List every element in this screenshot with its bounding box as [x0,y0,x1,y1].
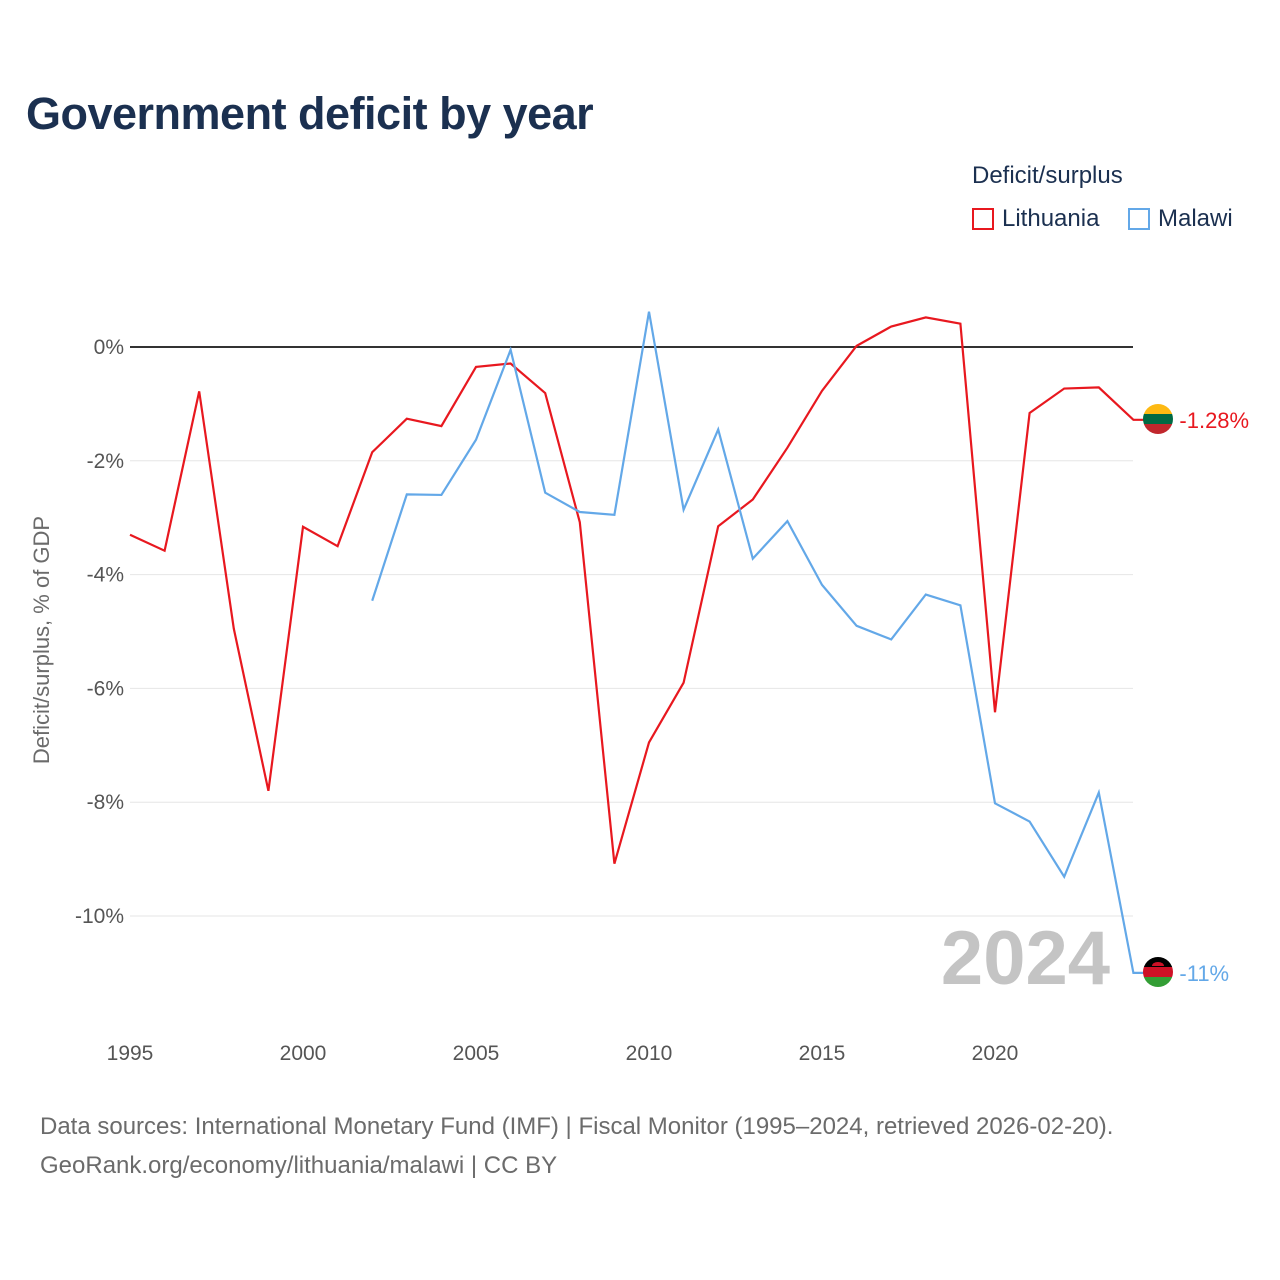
end-value-label-lithuania: -1.28% [1179,408,1249,433]
series-line-malawi[interactable] [371,311,1147,975]
source-line-2[interactable]: GeoRank.org/economy/lithuania/malawi | C… [40,1152,558,1179]
source-line-1: Data sources: International Monetary Fun… [40,1113,1114,1140]
x-tick-label: 2010 [626,1042,673,1065]
y-tick-label: -10% [75,905,124,928]
x-tick-label: 1995 [107,1042,154,1065]
y-tick-label: 0% [94,336,124,359]
x-tick-label: 2000 [280,1042,327,1065]
malawi-flag-icon [1143,957,1173,987]
y-tick-label: -6% [87,677,124,700]
y-tick-label: -4% [87,564,124,587]
x-tick-label: 2005 [453,1042,500,1065]
series-line-lithuania[interactable] [129,316,1147,864]
legend-label-malawi: Malawi [1158,205,1233,232]
y-axis-label: Deficit/surplus, % of GDP [29,516,54,764]
lithuania-flag-icon [1143,404,1173,434]
legend-item-lithuania[interactable]: Lithuania [972,205,1099,233]
chart-title: Government deficit by year [26,88,594,139]
year-watermark: 2024 [941,916,1110,1001]
x-tick-label: 2020 [972,1042,1019,1065]
y-tick-label: -8% [87,791,124,814]
legend-swatch-lithuania [972,208,994,230]
chart-plot: 0% -2% -4% -6% -8% -10% 1995 2000 2005 2010 2015 2… [29,311,1249,1065]
legend-title: Deficit/surplus [972,162,1123,189]
x-tick-label: 2015 [799,1042,846,1065]
legend-label-lithuania: Lithuania [1002,205,1100,232]
y-tick-label: -2% [87,450,124,473]
legend-swatch-malawi [1128,208,1150,230]
legend-item-malawi[interactable]: Malawi [1128,205,1233,233]
source-note: Data sources: International Monetary Fun… [40,1107,1113,1185]
end-value-label-malawi: -11% [1179,961,1229,986]
